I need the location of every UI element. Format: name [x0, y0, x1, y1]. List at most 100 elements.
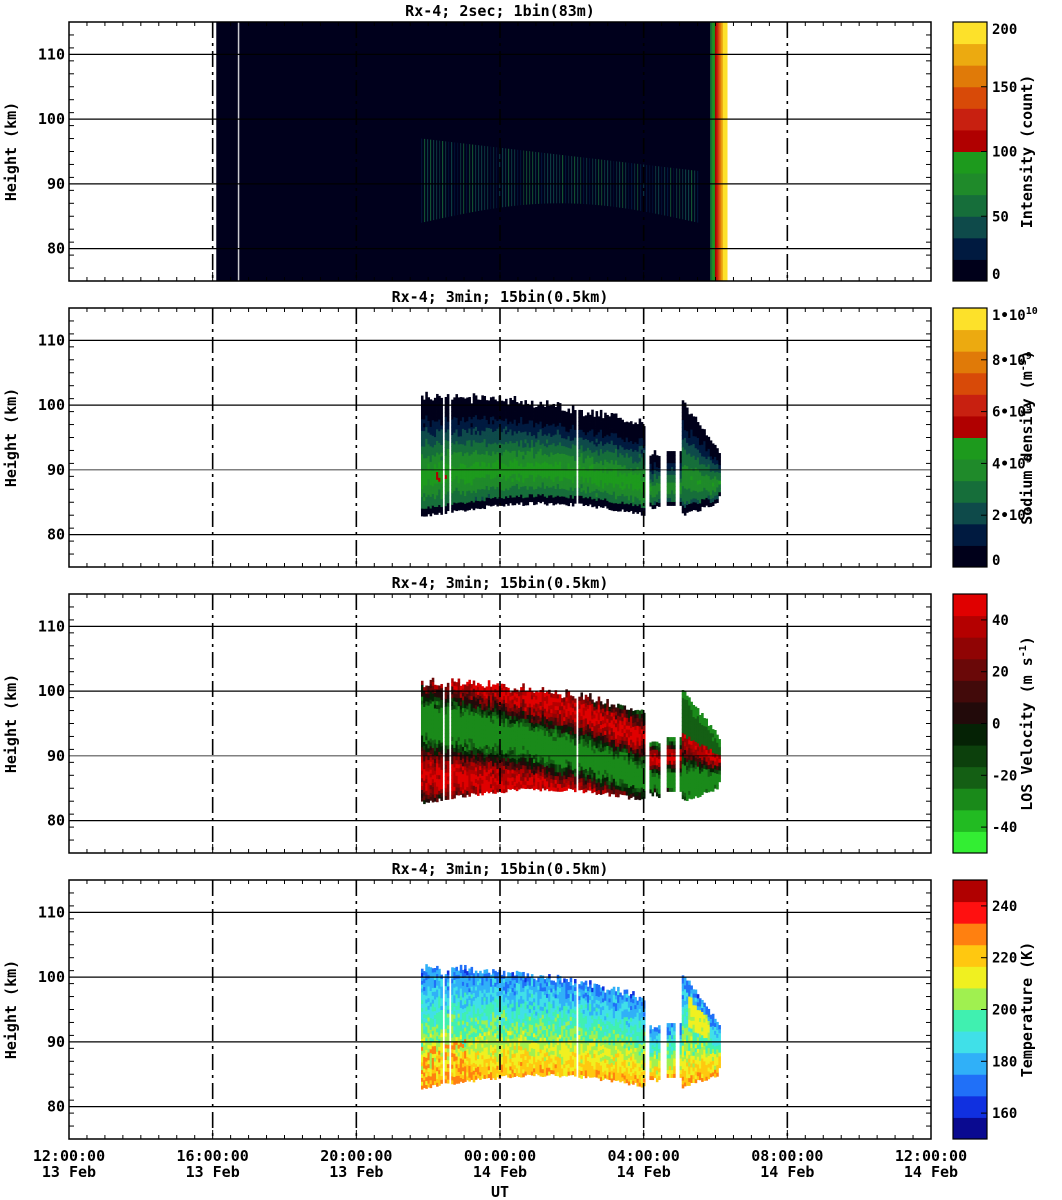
data-cell — [433, 766, 437, 771]
data-cell — [429, 773, 433, 778]
data-cell — [517, 715, 521, 720]
data-cell — [703, 487, 706, 492]
data-cell — [479, 489, 482, 494]
data-cell — [494, 415, 497, 420]
data-cell — [436, 425, 439, 430]
y-tick-label: 80 — [47, 240, 65, 258]
data-cell — [561, 426, 564, 431]
data-cell — [502, 746, 506, 751]
data-cell — [483, 504, 487, 510]
intensity-streak — [666, 167, 669, 217]
data-cell — [483, 427, 487, 432]
data-cell — [522, 729, 525, 735]
data-cell — [507, 497, 510, 502]
data-cell — [505, 426, 508, 431]
data-cell — [681, 470, 685, 475]
data-cell — [582, 443, 586, 448]
data-cell — [520, 710, 523, 715]
data-cell — [507, 485, 510, 491]
data-cell — [461, 475, 465, 480]
data-cell — [464, 487, 467, 493]
data-cell — [433, 498, 437, 504]
data-cell — [707, 448, 711, 453]
data-cell — [526, 450, 530, 455]
data-cell — [511, 407, 515, 413]
data-cell — [496, 474, 499, 480]
intensity-streak — [660, 166, 663, 215]
data-cell — [455, 701, 459, 706]
y-tick-label: 110 — [38, 45, 65, 63]
data-cell — [505, 445, 508, 450]
data-cell — [513, 419, 517, 424]
data-cell — [507, 761, 510, 766]
data-cell — [511, 411, 515, 416]
data-cell — [433, 401, 437, 407]
data-cell — [487, 489, 491, 495]
data-cell — [466, 475, 469, 480]
data-cell — [446, 772, 450, 777]
data-cell — [573, 495, 577, 500]
data-cell — [492, 696, 495, 701]
data-cell — [459, 463, 463, 468]
data-cell — [492, 466, 495, 471]
data-cell — [423, 485, 426, 490]
data-cell — [649, 463, 652, 468]
data-cell — [459, 428, 463, 433]
data-cell — [586, 466, 590, 472]
data-cell — [468, 765, 471, 770]
data-cell — [655, 466, 659, 472]
data-cell — [530, 431, 534, 437]
data-cell — [632, 505, 635, 510]
data-cell — [470, 465, 474, 470]
data-cell — [683, 507, 687, 512]
data-cell — [537, 435, 540, 440]
data-cell — [517, 746, 521, 751]
data-cell — [489, 760, 493, 765]
data-cell — [464, 503, 467, 508]
data-cell — [502, 424, 506, 429]
data-cell — [533, 493, 536, 498]
data-cell — [457, 506, 461, 511]
data-cell — [556, 479, 560, 485]
data-cell — [636, 439, 640, 444]
data-cell — [589, 445, 592, 451]
data-cell — [423, 694, 426, 700]
data-cell — [423, 415, 426, 420]
data-cell — [479, 469, 482, 475]
data-cell — [436, 487, 439, 492]
data-cell — [580, 495, 584, 500]
data-cell — [472, 482, 476, 487]
data-cell — [479, 715, 482, 720]
data-cell — [703, 456, 706, 461]
data-cell — [606, 465, 609, 470]
data-cell — [436, 782, 439, 787]
data-cell — [451, 399, 454, 404]
data-cell — [440, 738, 443, 743]
data-cell — [563, 438, 566, 443]
data-cell — [457, 397, 461, 402]
data-cell — [483, 465, 487, 471]
colorbar-segment — [953, 502, 987, 525]
data-cell — [470, 411, 474, 416]
data-cell — [487, 474, 491, 479]
data-cell — [520, 729, 523, 735]
data-cell — [455, 709, 459, 714]
data-cell — [621, 423, 624, 428]
data-cell — [593, 475, 596, 480]
data-cell — [453, 697, 456, 702]
data-cell — [716, 471, 719, 476]
data-cell — [507, 474, 510, 479]
data-cell — [496, 498, 499, 503]
data-cell — [464, 750, 467, 755]
data-cell — [530, 493, 534, 499]
data-cell — [597, 428, 601, 433]
data-cell — [464, 425, 467, 431]
data-cell — [457, 791, 461, 796]
data-cell — [670, 454, 674, 460]
data-cell — [524, 501, 527, 506]
data-cell — [453, 478, 456, 484]
data-cell — [621, 446, 624, 452]
data-cell — [457, 767, 461, 773]
data-cell — [474, 418, 478, 424]
data-cell — [571, 440, 575, 445]
